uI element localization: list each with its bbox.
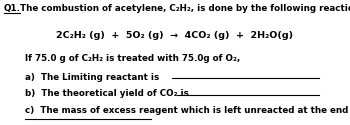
- Text: b)  The theoretical yield of CO₂ is: b) The theoretical yield of CO₂ is: [25, 89, 188, 98]
- Text: Q1.: Q1.: [4, 4, 21, 13]
- Text: c)  The mass of excess reagent which is left unreacted at the end of the reactio: c) The mass of excess reagent which is l…: [25, 106, 350, 115]
- Text: a)  The Limiting reactant is: a) The Limiting reactant is: [25, 72, 159, 82]
- Text: The combustion of acetylene, C₂H₂, is done by the following reaction: The combustion of acetylene, C₂H₂, is do…: [20, 4, 350, 13]
- Text: If 75.0 g of C₂H₂ is treated with 75.0g of O₂,: If 75.0 g of C₂H₂ is treated with 75.0g …: [25, 54, 240, 63]
- Text: 2C₂H₂ (g)  +  5O₂ (g)  →  4CO₂ (g)  +  2H₂O(g): 2C₂H₂ (g) + 5O₂ (g) → 4CO₂ (g) + 2H₂O(g): [56, 31, 294, 40]
